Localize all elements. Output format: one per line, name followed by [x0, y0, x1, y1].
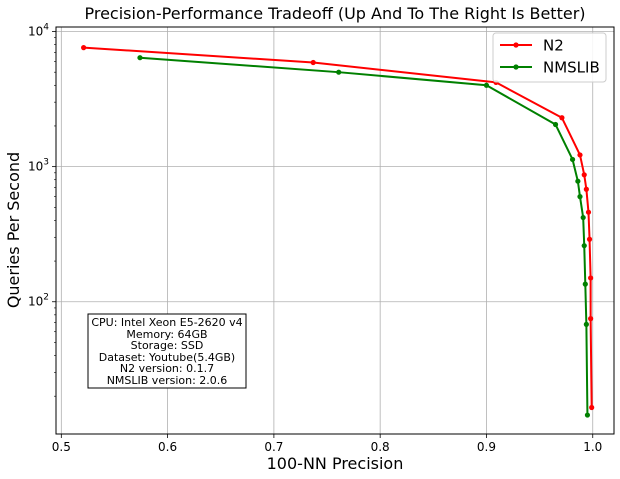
info-line-dataset: Dataset: Youtube(5.4GB) — [99, 351, 235, 364]
y-tick-label: 104 — [28, 23, 49, 39]
y-tick-label-base: 10 — [28, 295, 43, 309]
x-tick-label: 0.9 — [477, 440, 496, 454]
info-line-memory: Memory: 64GB — [126, 328, 207, 341]
series-line-n2 — [83, 46, 593, 408]
data-point-nmslib — [577, 194, 583, 200]
data-point-nmslib — [582, 281, 588, 287]
x-axis-label: 100-NN Precision — [267, 454, 404, 473]
info-line-storage: Storage: SSD — [131, 339, 204, 352]
data-point-n2 — [588, 316, 594, 322]
x-tick-label: 0.6 — [158, 440, 177, 454]
data-point-n2 — [577, 152, 583, 158]
data-point-nmslib — [336, 69, 342, 75]
data-point-n2 — [581, 172, 587, 178]
data-point-n2 — [589, 404, 595, 411]
y-tick-label-exponent: 4 — [43, 23, 49, 33]
data-point-n2 — [81, 45, 87, 51]
info-line-nmslib-version: NMSLIB version: 2.0.6 — [107, 374, 228, 387]
info-annotation: CPU: Intel Xeon E5-2620 v4 Memory: 64GB … — [87, 313, 247, 389]
y-tick-label-base: 10 — [28, 25, 43, 39]
data-point-n2 — [559, 115, 565, 121]
legend-label-nmslib: NMSLIB — [543, 59, 600, 77]
chart-title: Precision-Performance Tradeoff (Up And T… — [84, 4, 585, 23]
data-point-n2 — [588, 275, 594, 281]
info-box — [87, 313, 247, 389]
y-tick-label: 103 — [28, 158, 49, 174]
data-point-nmslib — [581, 243, 587, 249]
grid-lines — [56, 27, 614, 434]
data-point-nmslib — [569, 156, 576, 163]
legend-marker-n2 — [513, 42, 519, 48]
y-tick-label: 102 — [28, 293, 49, 309]
data-point-n2 — [585, 209, 592, 215]
data-point-nmslib — [580, 214, 586, 221]
legend-marker-nmslib — [513, 64, 519, 70]
y-tick-label-exponent: 2 — [43, 293, 49, 303]
data-point-nmslib — [583, 321, 589, 327]
y-tick-label-exponent: 3 — [43, 158, 49, 168]
x-tick-label: 0.5 — [52, 440, 71, 454]
info-line-cpu: CPU: Intel Xeon E5-2620 v4 — [91, 316, 242, 329]
data-point-nmslib — [584, 412, 591, 418]
plot-area-frame — [55, 26, 615, 435]
data-point-nmslib — [137, 55, 143, 61]
data-point-n2 — [310, 59, 316, 66]
x-tick-label: 0.8 — [371, 440, 390, 454]
data-point-nmslib — [575, 178, 581, 184]
info-line-n2-version: N2 version: 0.1.7 — [120, 362, 214, 375]
series-line-nmslib — [139, 56, 589, 416]
data-point-n2 — [586, 236, 593, 242]
y-tick-label-base: 10 — [28, 160, 43, 174]
x-tick-label: 1.0 — [583, 440, 602, 454]
legend: N2 NMSLIB — [492, 32, 607, 83]
data-point-n2 — [583, 186, 589, 192]
data-point-nmslib — [483, 82, 490, 88]
legend-label-n2: N2 — [543, 37, 564, 55]
y-axis-label: Queries Per Second — [4, 152, 23, 308]
data-point-nmslib — [552, 121, 559, 128]
x-tick-label: 0.7 — [264, 440, 283, 454]
